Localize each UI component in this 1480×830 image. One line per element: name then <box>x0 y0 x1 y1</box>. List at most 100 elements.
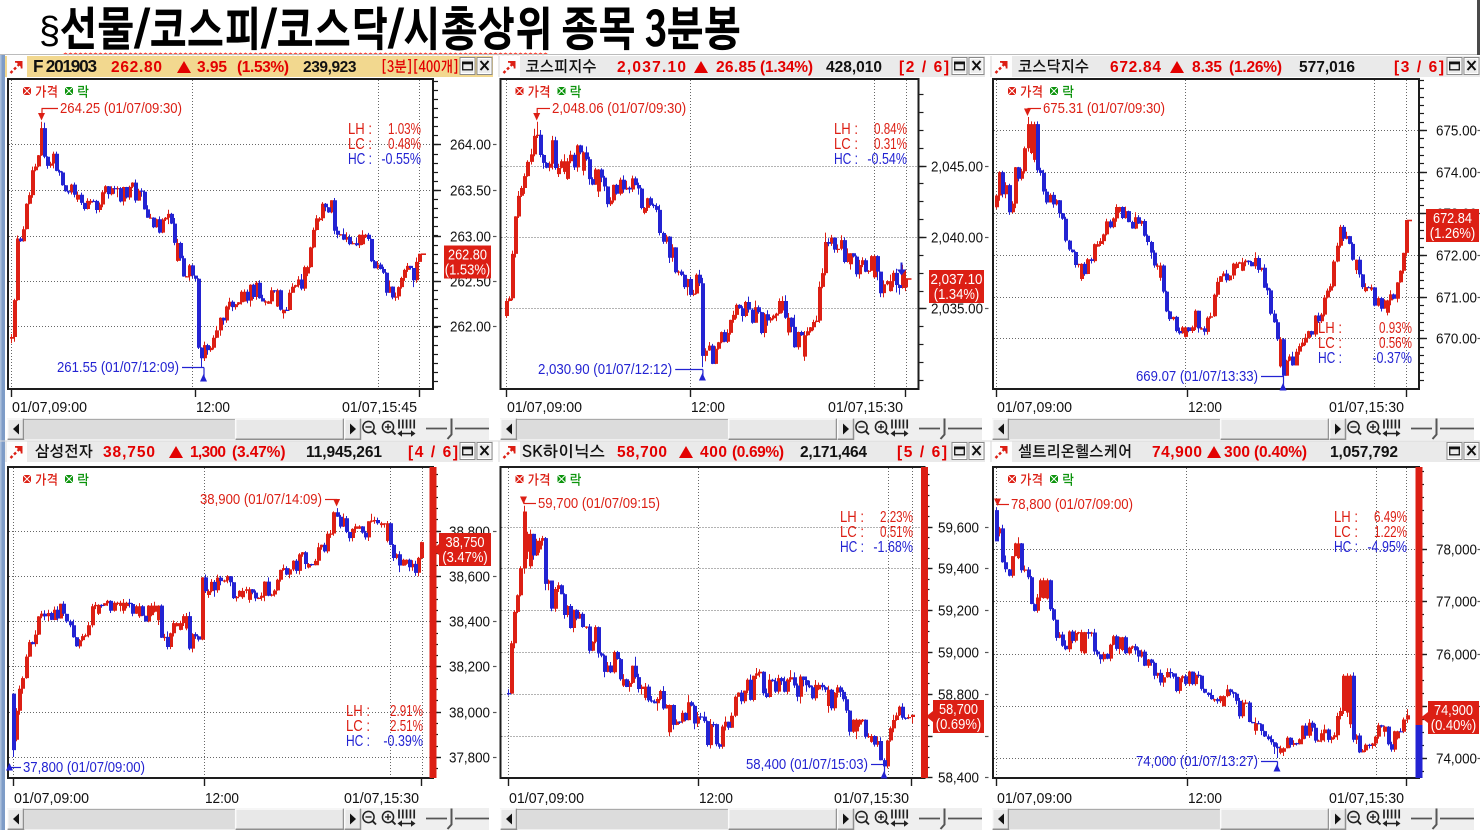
svg-text:01/07,09:00: 01/07,09:00 <box>509 790 584 807</box>
svg-text:LC :: LC : <box>348 136 372 153</box>
svg-text:HC :: HC : <box>1334 539 1358 556</box>
svg-text:[3 / 6]: [3 / 6] <box>1394 59 1444 76</box>
svg-text:2,037.10: 2,037.10 <box>617 59 686 76</box>
svg-text:F 201903: F 201903 <box>33 56 97 76</box>
svg-text:-0.54%: -0.54% <box>867 151 907 168</box>
svg-text:38,900 (01/07/14:09): 38,900 (01/07/14:09) <box>200 492 322 508</box>
svg-text:78,000: 78,000 <box>1436 541 1477 558</box>
svg-text:264.25 (01/07/09:30): 264.25 (01/07/09:30) <box>60 101 182 117</box>
svg-text:HC :: HC : <box>840 539 864 556</box>
svg-text:01/07,09:00: 01/07,09:00 <box>997 790 1072 807</box>
svg-text:LC :: LC : <box>840 524 864 541</box>
svg-text:263.00: 263.00 <box>450 228 491 245</box>
svg-text:01/07,15:30: 01/07,15:30 <box>1329 790 1404 807</box>
svg-text:01/07,15:45: 01/07,15:45 <box>342 399 417 416</box>
svg-text:(0.40%): (0.40%) <box>1254 444 1307 461</box>
svg-text:12:00: 12:00 <box>205 790 239 807</box>
svg-text:58,400: 58,400 <box>938 769 979 786</box>
svg-text:(1.26%): (1.26%) <box>1229 59 1282 76</box>
svg-text:59,400: 59,400 <box>938 560 979 577</box>
svg-text:12:00: 12:00 <box>699 790 733 807</box>
svg-text:59,200: 59,200 <box>938 602 979 619</box>
svg-text:LC :: LC : <box>1318 335 1342 352</box>
svg-text:672.00: 672.00 <box>1436 247 1477 264</box>
svg-text:01/07,15:30: 01/07,15:30 <box>1329 399 1404 416</box>
svg-text:74,900: 74,900 <box>1434 703 1473 719</box>
svg-text:(3.47%): (3.47%) <box>232 444 286 461</box>
svg-text:26.85: 26.85 <box>716 59 756 76</box>
svg-text:670.00: 670.00 <box>1436 330 1477 347</box>
svg-text:239,923: 239,923 <box>303 59 357 76</box>
svg-text:2.91%: 2.91% <box>390 703 423 720</box>
svg-text:76,000: 76,000 <box>1436 646 1477 663</box>
svg-text:-0.37%: -0.37% <box>1372 350 1412 367</box>
svg-text:§: § <box>39 10 60 52</box>
svg-text:2,048.06 (01/07/09:30): 2,048.06 (01/07/09:30) <box>552 101 686 117</box>
svg-text:400: 400 <box>700 444 727 461</box>
svg-text:675.31 (01/07/09:30): 675.31 (01/07/09:30) <box>1043 101 1165 117</box>
svg-text:263.50: 263.50 <box>450 182 491 199</box>
svg-text:262.80: 262.80 <box>111 59 162 76</box>
svg-text:675.00: 675.00 <box>1436 122 1477 139</box>
svg-text:261.55 (01/07/12:09): 261.55 (01/07/12:09) <box>57 360 179 376</box>
svg-text:01/07,09:00: 01/07,09:00 <box>997 399 1072 416</box>
svg-text:01/07,09:00: 01/07,09:00 <box>507 399 582 416</box>
svg-text:58,800: 58,800 <box>938 686 979 703</box>
svg-text:428,010: 428,010 <box>826 59 882 76</box>
svg-text:(1.34%): (1.34%) <box>760 59 813 76</box>
svg-text:38,600: 38,600 <box>449 568 490 585</box>
svg-text:2,037.10: 2,037.10 <box>931 272 983 288</box>
svg-text:01/07,15:30: 01/07,15:30 <box>828 399 903 416</box>
svg-text:74,000: 74,000 <box>1436 750 1477 767</box>
svg-text:HC :: HC : <box>1318 350 1342 367</box>
svg-text:1,057,792: 1,057,792 <box>1330 444 1398 461</box>
svg-text:38,400: 38,400 <box>449 613 490 630</box>
svg-text:74,900: 74,900 <box>1152 444 1202 461</box>
svg-text:38,750: 38,750 <box>103 444 155 461</box>
svg-text:12:00: 12:00 <box>691 399 725 416</box>
svg-text:2,030.90 (01/07/12:12): 2,030.90 (01/07/12:12) <box>538 362 672 378</box>
svg-text:38,750: 38,750 <box>446 535 485 551</box>
svg-text:LC :: LC : <box>1334 524 1358 541</box>
svg-text:2.51%: 2.51% <box>390 718 423 735</box>
svg-text:12:00: 12:00 <box>1188 790 1222 807</box>
svg-text:LH :: LH : <box>346 703 370 720</box>
svg-text:38,200: 38,200 <box>449 658 490 675</box>
svg-text:HC :: HC : <box>834 151 858 168</box>
svg-text:01/07,09:00: 01/07,09:00 <box>12 399 87 416</box>
svg-text:HC :: HC : <box>346 733 370 750</box>
svg-text:LH :: LH : <box>1318 320 1342 337</box>
svg-text:577,016: 577,016 <box>1299 59 1355 76</box>
svg-text:669.07 (01/07/13:33): 669.07 (01/07/13:33) <box>1136 369 1258 385</box>
svg-text:2,171,464: 2,171,464 <box>800 444 867 461</box>
svg-text:(1.53%): (1.53%) <box>445 263 491 279</box>
svg-text:300: 300 <box>1224 444 1250 461</box>
svg-text:12:00: 12:00 <box>196 399 230 416</box>
svg-text:[5 / 6]: [5 / 6] <box>897 444 947 461</box>
svg-text:37,800: 37,800 <box>449 749 490 766</box>
svg-text:59,600: 59,600 <box>938 519 979 536</box>
svg-text:264.00: 264.00 <box>450 136 491 153</box>
svg-text:(0.69%): (0.69%) <box>936 717 982 733</box>
svg-text:0.51%: 0.51% <box>880 524 913 541</box>
svg-text:(1.34%): (1.34%) <box>934 287 980 303</box>
svg-text:0.56%: 0.56% <box>1379 335 1412 352</box>
svg-text:672.84: 672.84 <box>1433 211 1472 227</box>
svg-text:262.80: 262.80 <box>448 248 487 264</box>
svg-text:(1.53%): (1.53%) <box>237 59 289 76</box>
svg-text:37,800 (01/07/09:00): 37,800 (01/07/09:00) <box>23 760 145 776</box>
svg-text:1,300: 1,300 <box>190 444 226 461</box>
svg-text:[4 / 6]: [4 / 6] <box>408 444 458 461</box>
svg-text:6.49%: 6.49% <box>1374 509 1407 526</box>
svg-text:(0.69%): (0.69%) <box>732 444 784 461</box>
svg-text:1.03%: 1.03% <box>388 121 421 138</box>
svg-text:3.95: 3.95 <box>197 59 227 76</box>
svg-text:59,000: 59,000 <box>938 644 979 661</box>
svg-text:0.84%: 0.84% <box>874 121 907 138</box>
svg-text:[2 / 6]: [2 / 6] <box>899 59 949 76</box>
svg-text:01/07,09:00: 01/07,09:00 <box>14 790 89 807</box>
svg-text:-0.39%: -0.39% <box>383 733 423 750</box>
svg-text:(1.26%): (1.26%) <box>1430 226 1476 242</box>
svg-text:58,700: 58,700 <box>617 444 667 461</box>
svg-text:0.31%: 0.31% <box>874 136 907 153</box>
